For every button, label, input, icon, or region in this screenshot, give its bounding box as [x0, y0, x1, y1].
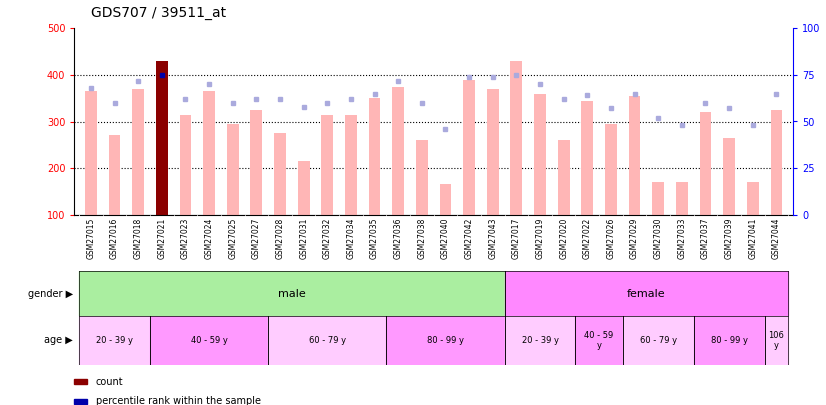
- Bar: [582, 100, 593, 215]
- Bar: [321, 115, 333, 215]
- Bar: [747, 182, 759, 215]
- Bar: [250, 110, 263, 215]
- Text: GSM27021: GSM27021: [157, 217, 166, 259]
- Text: age ▶: age ▶: [45, 335, 74, 345]
- Text: 80 - 99 y: 80 - 99 y: [427, 336, 464, 345]
- Text: 20 - 39 y: 20 - 39 y: [521, 336, 558, 345]
- Bar: [700, 112, 711, 215]
- Bar: [274, 133, 286, 215]
- Text: GSM27030: GSM27030: [653, 217, 662, 259]
- Text: GDS707 / 39511_at: GDS707 / 39511_at: [91, 6, 226, 20]
- Bar: [605, 124, 617, 215]
- Bar: [676, 182, 688, 215]
- Bar: [416, 140, 428, 215]
- Bar: [510, 61, 522, 215]
- Text: GSM27025: GSM27025: [228, 217, 237, 259]
- Text: 40 - 59
y: 40 - 59 y: [585, 330, 614, 350]
- Text: GSM27016: GSM27016: [110, 217, 119, 259]
- Bar: [132, 89, 144, 215]
- Bar: [387, 316, 505, 365]
- Bar: [368, 98, 381, 215]
- Bar: [297, 161, 310, 215]
- Bar: [487, 89, 499, 215]
- Bar: [576, 316, 623, 365]
- Bar: [534, 94, 546, 215]
- Bar: [558, 140, 570, 215]
- Text: GSM27038: GSM27038: [417, 217, 426, 259]
- Text: 40 - 59 y: 40 - 59 y: [191, 336, 227, 345]
- Text: percentile rank within the sample: percentile rank within the sample: [96, 396, 261, 405]
- Bar: [724, 138, 735, 215]
- Text: GSM27020: GSM27020: [559, 217, 568, 259]
- Text: GSM27043: GSM27043: [488, 217, 497, 259]
- Bar: [463, 79, 475, 215]
- Bar: [765, 316, 788, 365]
- Text: 106
y: 106 y: [768, 330, 785, 350]
- Text: GSM27015: GSM27015: [87, 217, 95, 259]
- Text: GSM27029: GSM27029: [630, 217, 639, 259]
- Text: GSM27041: GSM27041: [748, 217, 757, 259]
- Text: 60 - 79 y: 60 - 79 y: [309, 336, 346, 345]
- Text: count: count: [96, 377, 124, 387]
- Text: 60 - 79 y: 60 - 79 y: [639, 336, 676, 345]
- Text: GSM27019: GSM27019: [535, 217, 544, 259]
- Bar: [227, 124, 239, 215]
- Bar: [74, 379, 88, 384]
- Text: GSM27037: GSM27037: [701, 217, 710, 259]
- Bar: [694, 316, 765, 365]
- Text: GSM27027: GSM27027: [252, 217, 261, 259]
- Bar: [156, 61, 168, 215]
- Text: GSM27035: GSM27035: [370, 217, 379, 259]
- Text: GSM27031: GSM27031: [299, 217, 308, 259]
- Bar: [505, 316, 576, 365]
- Text: GSM27032: GSM27032: [323, 217, 332, 259]
- Bar: [85, 91, 97, 215]
- Text: GSM27017: GSM27017: [512, 217, 521, 259]
- Text: 80 - 99 y: 80 - 99 y: [710, 336, 748, 345]
- Bar: [74, 399, 88, 404]
- Text: GSM27044: GSM27044: [772, 217, 781, 259]
- Bar: [392, 87, 404, 215]
- Bar: [150, 316, 268, 365]
- Bar: [653, 182, 664, 215]
- Text: male: male: [278, 289, 306, 298]
- Text: GSM27022: GSM27022: [583, 217, 591, 259]
- Text: GSM27034: GSM27034: [346, 217, 355, 259]
- Text: gender ▶: gender ▶: [28, 289, 74, 298]
- Text: female: female: [627, 289, 666, 298]
- Bar: [439, 184, 451, 215]
- Bar: [623, 316, 694, 365]
- Bar: [108, 135, 121, 215]
- Text: GSM27036: GSM27036: [394, 217, 403, 259]
- Text: GSM27026: GSM27026: [606, 217, 615, 259]
- Bar: [79, 271, 505, 316]
- Bar: [345, 115, 357, 215]
- Text: GSM27018: GSM27018: [134, 217, 143, 259]
- Text: GSM27028: GSM27028: [276, 217, 284, 259]
- Bar: [79, 316, 150, 365]
- Text: GSM27033: GSM27033: [677, 217, 686, 259]
- Bar: [629, 96, 640, 215]
- Bar: [179, 115, 192, 215]
- Text: 20 - 39 y: 20 - 39 y: [96, 336, 133, 345]
- Text: GSM27039: GSM27039: [724, 217, 733, 259]
- Text: GSM27023: GSM27023: [181, 217, 190, 259]
- Text: GSM27040: GSM27040: [441, 217, 450, 259]
- Bar: [268, 316, 387, 365]
- Bar: [203, 91, 215, 215]
- Text: GSM27042: GSM27042: [464, 217, 473, 259]
- Bar: [505, 271, 788, 316]
- Text: GSM27024: GSM27024: [205, 217, 214, 259]
- Bar: [771, 110, 782, 215]
